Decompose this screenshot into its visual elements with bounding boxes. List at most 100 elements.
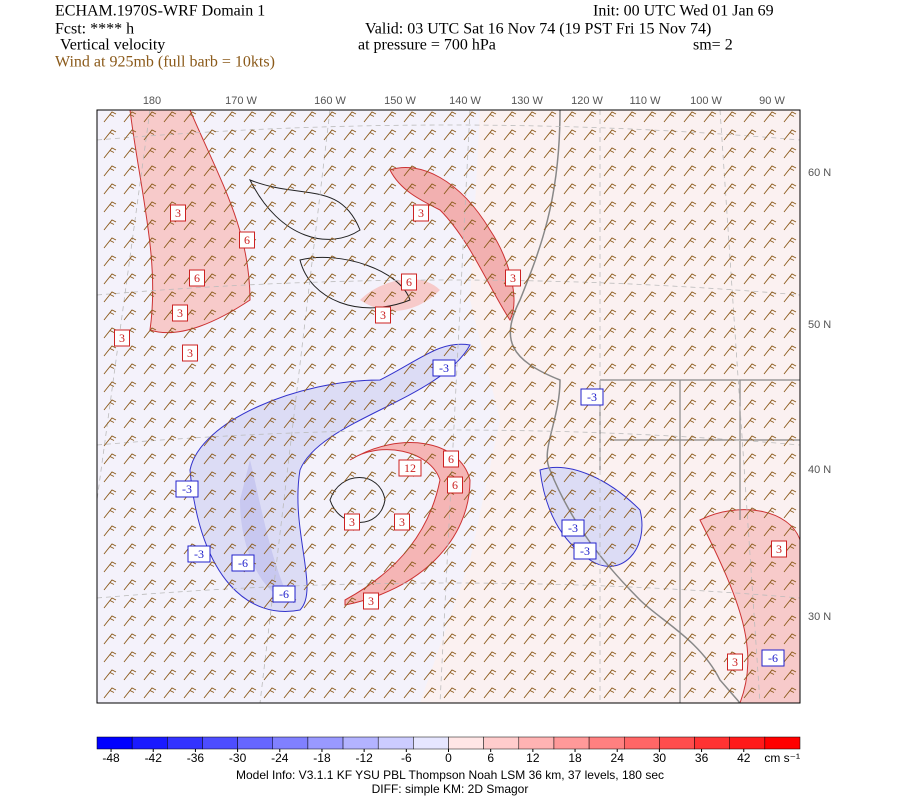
colorbar-tick-label: -48: [102, 751, 120, 765]
contour-label: -3: [587, 390, 597, 404]
contour-label: 3: [380, 308, 386, 322]
colorbar-swatch: [202, 736, 238, 750]
contour-label: 3: [510, 271, 516, 285]
colorbar-swatch: [96, 736, 133, 750]
colorbar-swatch: [729, 736, 766, 750]
colorbar-tick-label: -18: [313, 751, 331, 765]
wind-barbs: [97, 110, 800, 703]
wind-note: Wind at 925mb (full barb = 10kts): [55, 54, 275, 71]
colorbar-swatch: [518, 736, 555, 750]
longitude-label: 180: [143, 95, 161, 107]
contour-label: 6: [452, 478, 458, 492]
latitude-label: 30 N: [808, 611, 831, 623]
colorbar-swatch: [237, 736, 274, 750]
colorbar-unit: cm s⁻¹: [764, 751, 800, 765]
contour-label: 3: [175, 206, 181, 220]
longitude-label: 160 W: [314, 95, 346, 107]
contour-label-box: [443, 450, 459, 468]
contour-label-box: [505, 269, 521, 287]
diff-info: DIFF: simple KM: 2D Smagor: [372, 782, 529, 796]
colorbar-tick-label: 30: [653, 751, 667, 765]
contour-label-box: [175, 480, 199, 498]
init-time: Init: 00 UTC Wed 01 Jan 69: [593, 3, 774, 20]
colorbar-tick-label: -12: [355, 751, 373, 765]
contour-label-box: [114, 329, 130, 347]
colorbar-swatch: [413, 736, 449, 750]
contour-label: 3: [368, 594, 374, 608]
forecast-hour: Fcst: **** h: [55, 21, 134, 38]
latitude-label: 40 N: [808, 464, 831, 476]
contour-label: 3: [177, 306, 183, 320]
colorbar-swatch: [483, 736, 520, 750]
model-info: Model Info: V3.1.1 KF YSU PBL Thompson N…: [236, 768, 664, 782]
longitude-label: 170 W: [225, 95, 257, 107]
colorbar-swatch: [694, 736, 730, 750]
contour-label-box: [432, 359, 456, 377]
contour-label-box: [231, 554, 255, 572]
contour-label-box: [580, 388, 604, 406]
colorbar-swatch: [272, 736, 309, 750]
contour-label: -3: [439, 361, 449, 375]
contour-label-box: [398, 459, 422, 477]
smoothing: sm= 2: [693, 37, 733, 54]
colorbar-tick-label: -42: [145, 751, 163, 765]
longitude-label: 130 W: [511, 95, 543, 107]
field-name: Vertical velocity: [60, 37, 165, 54]
longitude-label: 140 W: [449, 95, 481, 107]
colorbar-tick-label: 36: [695, 751, 709, 765]
contour-label-box: [727, 653, 743, 671]
contour-label-box: [170, 204, 186, 222]
contour-label-box: [573, 542, 597, 560]
colorbar-tick-label: -36: [187, 751, 205, 765]
contour-label: -6: [768, 651, 778, 665]
contour-label: 3: [119, 331, 125, 345]
colorbar-tick-label: -6: [401, 751, 412, 765]
contour-label: 6: [244, 233, 250, 247]
contour-label: -3: [194, 547, 204, 561]
contour-label-box: [771, 540, 787, 558]
longitude-label: 120 W: [571, 95, 603, 107]
colorbar-tick-label: 6: [487, 751, 494, 765]
contour-label: -3: [182, 482, 192, 496]
contour-label-box: [363, 592, 379, 610]
pressure-level: at pressure = 700 hPa: [358, 37, 496, 54]
colorbar-tick-label: 42: [737, 751, 751, 765]
colorbar-tick-label: -24: [271, 751, 289, 765]
contour-label: 3: [776, 542, 782, 556]
contour-label-box: [344, 513, 360, 531]
contour-label: -6: [279, 587, 289, 601]
colorbar-swatch: [659, 736, 695, 750]
colorbar-tick-label: -30: [229, 751, 247, 765]
contour-label-box: [447, 476, 463, 494]
contour-label-box: [272, 585, 296, 603]
colorbar-swatch: [624, 736, 660, 750]
contour-label-box: [187, 545, 211, 563]
colorbar-swatch: [131, 736, 168, 750]
colorbar: -48 -42 -36 -30 -24 -18 -12 -6 0 6 12 18 24 30 36 42 cm …: [96, 736, 801, 765]
contour-label-box: [394, 513, 410, 531]
colorbar-swatch: [553, 736, 590, 750]
map-frame: [96, 109, 801, 704]
contour-label: 3: [732, 655, 738, 669]
colorbar-swatch: [167, 736, 203, 750]
colorbar-swatch: [342, 736, 379, 750]
contour-label: 6: [448, 452, 454, 466]
contour-label: -3: [580, 544, 590, 558]
title: ECHAM.1970S-WRF Domain 1: [55, 3, 265, 20]
contour-label-box: [561, 519, 585, 537]
contour-label: 3: [349, 515, 355, 529]
colorbar-tick-label: 18: [568, 751, 582, 765]
contour-label: -6: [238, 556, 248, 570]
contour-label-box: [189, 269, 205, 287]
colorbar-swatch: [377, 736, 414, 750]
longitude-label: 100 W: [690, 95, 722, 107]
contour-label-box: [239, 231, 255, 249]
latitude-label: 50 N: [808, 319, 831, 331]
contour-label-box: [761, 649, 785, 667]
colorbar-tick-label: 12: [526, 751, 540, 765]
contour-label: 3: [187, 346, 193, 360]
longitude-label: 110 W: [630, 95, 662, 107]
contour-label: 12: [404, 461, 416, 475]
